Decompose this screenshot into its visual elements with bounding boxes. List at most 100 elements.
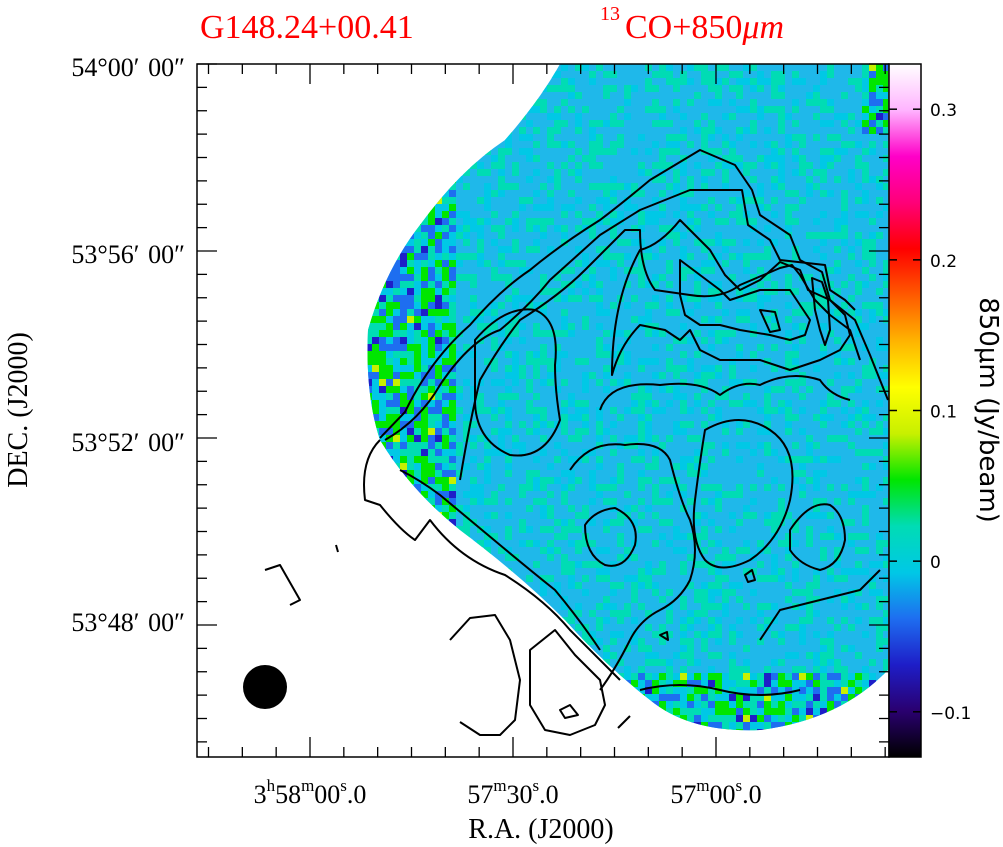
heatmap-pixel: [554, 106, 561, 113]
heatmap-pixel: [631, 442, 638, 449]
heatmap-pixel: [204, 232, 211, 239]
heatmap-pixel: [197, 533, 204, 540]
heatmap-pixel: [400, 547, 407, 554]
heatmap-pixel: [379, 554, 386, 561]
heatmap-pixel: [281, 379, 288, 386]
heatmap-pixel: [750, 680, 757, 687]
heatmap-pixel: [204, 519, 211, 526]
heatmap-pixel: [421, 169, 428, 176]
heatmap-pixel: [393, 148, 400, 155]
heatmap-pixel: [841, 435, 848, 442]
heatmap-pixel: [281, 253, 288, 260]
heatmap-pixel: [421, 491, 428, 498]
heatmap-pixel: [701, 533, 708, 540]
heatmap-pixel: [295, 470, 302, 477]
heatmap-pixel: [211, 204, 218, 211]
heatmap-pixel: [407, 281, 414, 288]
heatmap-pixel: [484, 596, 491, 603]
heatmap-pixel: [463, 463, 470, 470]
heatmap-pixel: [820, 645, 827, 652]
heatmap-pixel: [841, 484, 848, 491]
heatmap-pixel: [428, 316, 435, 323]
heatmap-pixel: [813, 610, 820, 617]
heatmap-pixel: [421, 106, 428, 113]
heatmap-pixel: [743, 400, 750, 407]
heatmap-pixel: [281, 176, 288, 183]
heatmap-pixel: [197, 197, 204, 204]
heatmap-pixel: [778, 92, 785, 99]
heatmap-pixel: [239, 141, 246, 148]
heatmap-pixel: [288, 505, 295, 512]
heatmap-pixel: [680, 673, 687, 680]
heatmap-pixel: [519, 204, 526, 211]
heatmap-pixel: [631, 204, 638, 211]
heatmap-pixel: [820, 162, 827, 169]
heatmap-pixel: [330, 358, 337, 365]
heatmap-pixel: [330, 617, 337, 624]
heatmap-pixel: [498, 260, 505, 267]
heatmap-pixel: [813, 652, 820, 659]
heatmap-pixel: [323, 666, 330, 673]
heatmap-pixel: [799, 393, 806, 400]
heatmap-pixel: [778, 183, 785, 190]
heatmap-pixel: [204, 267, 211, 274]
heatmap-pixel: [813, 414, 820, 421]
heatmap-pixel: [316, 428, 323, 435]
heatmap-pixel: [267, 267, 274, 274]
heatmap-pixel: [701, 680, 708, 687]
heatmap-pixel: [330, 113, 337, 120]
heatmap-pixel: [421, 540, 428, 547]
heatmap-pixel: [386, 617, 393, 624]
heatmap-pixel: [547, 512, 554, 519]
heatmap-pixel: [617, 540, 624, 547]
heatmap-pixel: [288, 687, 295, 694]
heatmap-pixel: [771, 239, 778, 246]
heatmap-pixel: [295, 638, 302, 645]
heatmap-pixel: [372, 183, 379, 190]
heatmap-pixel: [239, 260, 246, 267]
heatmap-pixel: [421, 414, 428, 421]
heatmap-pixel: [260, 267, 267, 274]
heatmap-pixel: [603, 204, 610, 211]
heatmap-pixel: [337, 428, 344, 435]
heatmap-pixel: [526, 407, 533, 414]
heatmap-pixel: [582, 400, 589, 407]
heatmap-pixel: [645, 582, 652, 589]
heatmap-pixel: [302, 337, 309, 344]
heatmap-pixel: [554, 477, 561, 484]
heatmap-pixel: [351, 190, 358, 197]
heatmap-pixel: [862, 323, 869, 330]
heatmap-pixel: [743, 547, 750, 554]
heatmap-pixel: [442, 176, 449, 183]
heatmap-pixel: [197, 428, 204, 435]
heatmap-pixel: [379, 589, 386, 596]
heatmap-pixel: [323, 617, 330, 624]
heatmap-pixel: [512, 162, 519, 169]
heatmap-pixel: [491, 267, 498, 274]
heatmap-pixel: [421, 260, 428, 267]
heatmap-pixel: [323, 190, 330, 197]
heatmap-pixel: [351, 470, 358, 477]
heatmap-pixel: [407, 680, 414, 687]
heatmap-pixel: [393, 659, 400, 666]
heatmap-pixel: [407, 127, 414, 134]
heatmap-pixel: [288, 400, 295, 407]
heatmap-pixel: [421, 134, 428, 141]
heatmap-pixel: [869, 463, 876, 470]
heatmap-pixel: [288, 372, 295, 379]
heatmap-pixel: [505, 449, 512, 456]
heatmap-pixel: [484, 666, 491, 673]
heatmap-pixel: [267, 414, 274, 421]
heatmap-pixel: [477, 232, 484, 239]
heatmap-pixel: [659, 477, 666, 484]
heatmap-pixel: [575, 547, 582, 554]
heatmap-pixel: [547, 379, 554, 386]
heatmap-pixel: [435, 582, 442, 589]
heatmap-pixel: [876, 687, 883, 694]
heatmap-pixel: [288, 113, 295, 120]
heatmap-pixel: [316, 113, 323, 120]
heatmap-pixel: [687, 78, 694, 85]
heatmap-pixel: [211, 498, 218, 505]
heatmap-pixel: [351, 421, 358, 428]
heatmap-pixel: [596, 337, 603, 344]
